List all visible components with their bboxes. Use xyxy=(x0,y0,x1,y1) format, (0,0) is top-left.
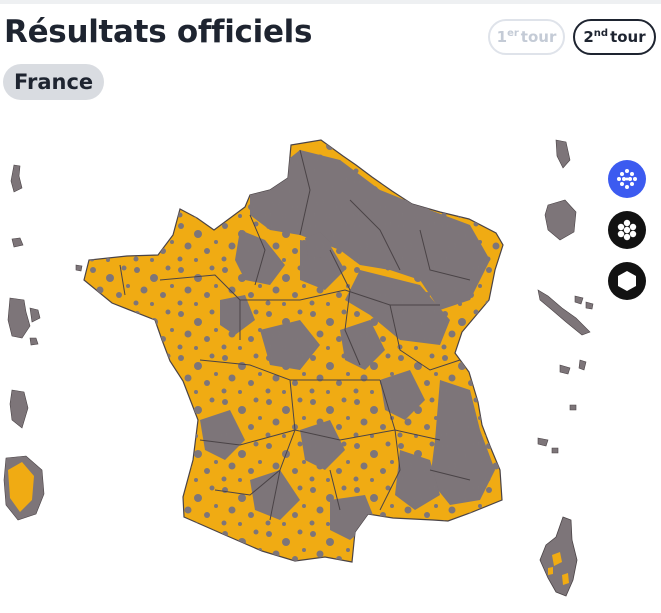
guyane-yellow xyxy=(8,462,34,512)
results-map[interactable] xyxy=(0,128,600,609)
tour-1-button[interactable]: 1 er tour xyxy=(488,19,565,55)
commune-texture xyxy=(84,140,503,562)
territory-label: France xyxy=(14,70,94,94)
tour-1-label: tour xyxy=(520,28,557,46)
territory-chip[interactable]: France xyxy=(3,64,105,100)
tour-2-number: 2 xyxy=(583,28,594,46)
commune-view-button[interactable] xyxy=(608,160,646,198)
tour-2-label: tour xyxy=(610,28,646,46)
region-view-button[interactable] xyxy=(608,262,646,300)
department-view-button[interactable] xyxy=(608,211,646,249)
region-hexagon-icon xyxy=(618,271,636,291)
overseas-right[interactable] xyxy=(537,139,594,454)
department-borders xyxy=(119,149,471,521)
tour-2-suffix: nd xyxy=(593,27,609,39)
results-map-svg[interactable] xyxy=(0,128,600,609)
top-divider xyxy=(0,0,661,4)
page-title: Résultats officiels xyxy=(4,14,313,50)
tour-1-number: 1 xyxy=(496,28,508,46)
commune-hex-grid-icon xyxy=(617,169,637,189)
tour-1-suffix: er xyxy=(507,27,519,39)
corsica-yellow-spots xyxy=(548,552,569,585)
mainland-france[interactable] xyxy=(80,135,510,570)
department-hex-cluster-icon xyxy=(617,219,637,241)
